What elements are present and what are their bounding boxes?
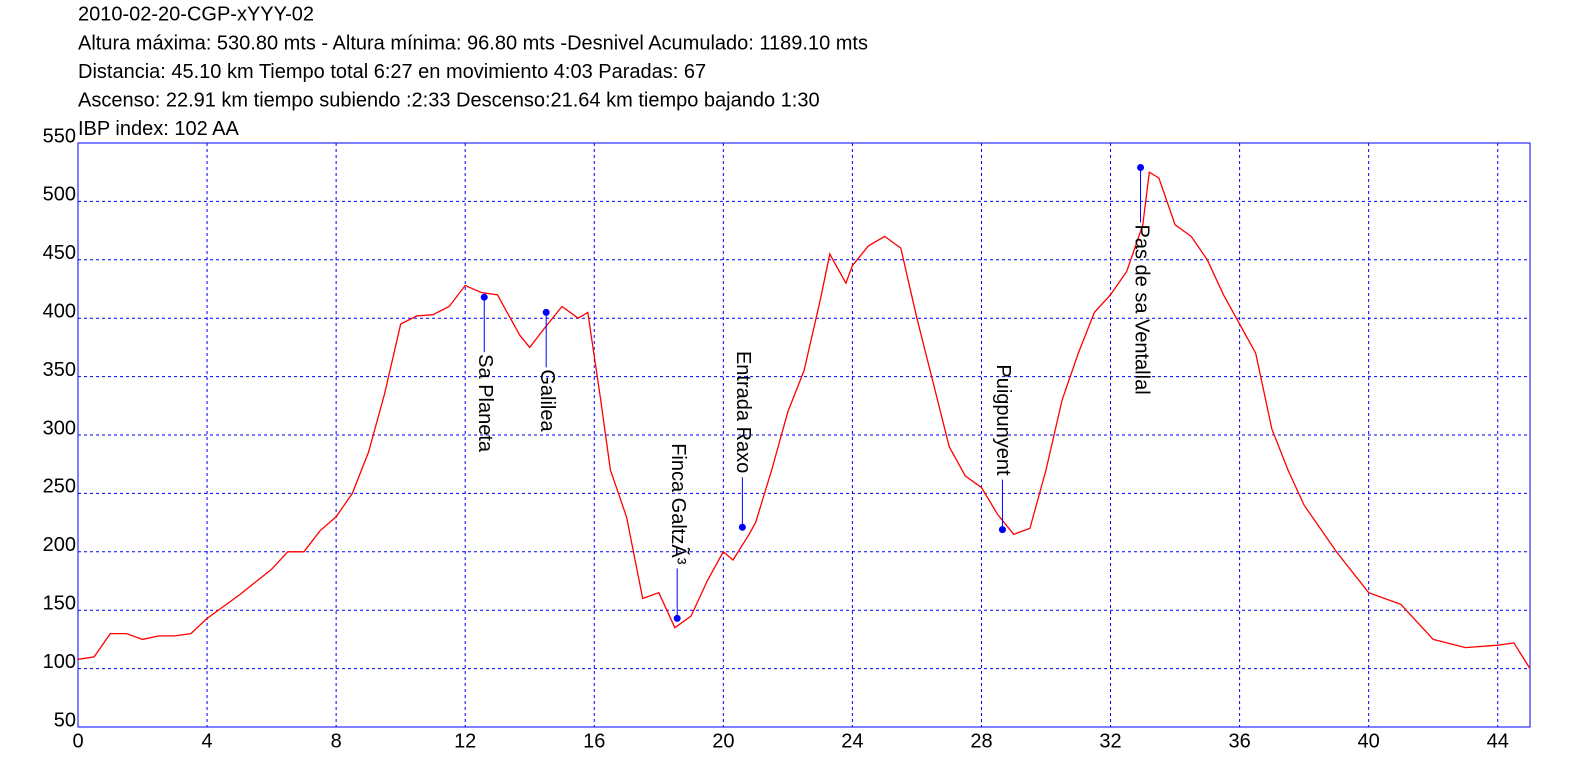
waypoint-label: Finca GaltzÃ³ [667, 443, 691, 564]
x-tick-label: 28 [970, 730, 992, 752]
waypoint [1137, 164, 1145, 172]
x-tick-label: 12 [454, 730, 476, 752]
waypoint-label: Entrada Raxo [732, 351, 754, 473]
subtitle-line: IBP index: 102 AA [78, 118, 240, 140]
waypoint [542, 308, 550, 316]
y-tick-label: 100 [43, 651, 76, 673]
y-tick-label: 50 [54, 709, 76, 731]
waypoint [480, 293, 488, 301]
elevation-line [77, 171, 1531, 669]
x-tick-label: 24 [841, 730, 863, 752]
plot-frame [77, 142, 1531, 728]
y-tick-label: 200 [43, 534, 76, 556]
x-tick-label: 0 [72, 730, 83, 752]
waypoint-label: Pas de sa Ventallal [1130, 225, 1152, 395]
waypoint-label: Galilea [536, 369, 558, 432]
x-tick-label: 20 [712, 730, 734, 752]
subtitle-line: Ascenso: 22.91 km tiempo subiendo :2:33 … [78, 89, 820, 111]
waypoint [738, 523, 746, 531]
y-tick-label: 450 [43, 242, 76, 264]
x-tick-label: 36 [1228, 730, 1250, 752]
waypoint-label: Sa Planeta [474, 354, 496, 453]
y-tick-label: 350 [43, 359, 76, 381]
x-tick-label: 32 [1099, 730, 1121, 752]
subtitle-line: Distancia: 45.10 km Tiempo total 6:27 en… [78, 61, 706, 83]
x-tick-label: 44 [1487, 730, 1509, 752]
x-tick-label: 40 [1358, 730, 1380, 752]
x-tick-label: 4 [202, 730, 213, 752]
y-tick-label: 250 [43, 476, 76, 498]
y-tick-label: 500 [43, 184, 76, 206]
waypoint [673, 614, 681, 622]
chart-title: 2010-02-20-CGP-xYYY-02 [78, 3, 314, 25]
y-tick-label: 300 [43, 417, 76, 439]
y-tick-label: 150 [43, 592, 76, 614]
x-tick-label: 16 [583, 730, 605, 752]
waypoint-label: Puigpunyent [992, 364, 1014, 476]
y-tick-label: 550 [43, 125, 76, 147]
x-tick-label: 8 [331, 730, 342, 752]
y-tick-label: 400 [43, 300, 76, 322]
waypoint [998, 526, 1006, 534]
subtitle-line: Altura máxima: 530.80 mts - Altura mínim… [78, 32, 868, 54]
